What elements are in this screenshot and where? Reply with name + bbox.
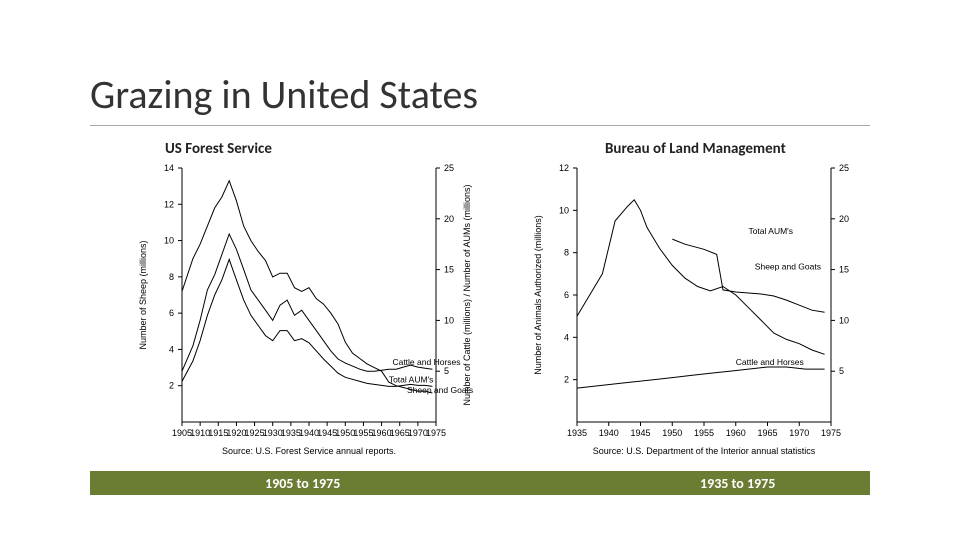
svg-text:1960: 1960 [726,428,746,438]
svg-text:1950: 1950 [335,428,355,438]
svg-text:1920: 1920 [226,428,246,438]
svg-text:Number of Sheep (millions): Number of Sheep (millions) [138,240,148,349]
svg-text:5: 5 [839,366,844,376]
svg-text:1965: 1965 [757,428,777,438]
svg-text:1935: 1935 [281,428,301,438]
svg-text:20: 20 [839,214,849,224]
series-cattle-and-horses [182,234,432,371]
svg-text:25: 25 [444,163,454,173]
svg-text:Source: U.S. Department of the: Source: U.S. Department of the Interior … [593,446,816,456]
svg-text:10: 10 [839,315,849,325]
svg-text:2: 2 [564,375,569,385]
svg-text:1945: 1945 [630,428,650,438]
svg-text:6: 6 [564,290,569,300]
svg-text:15: 15 [444,265,454,275]
svg-text:12: 12 [559,163,569,173]
svg-text:10: 10 [164,236,174,246]
svg-text:Cattle and Horses: Cattle and Horses [736,357,804,367]
svg-text:1975: 1975 [821,428,841,438]
svg-text:14: 14 [164,163,174,173]
title-underline [90,125,870,126]
svg-text:4: 4 [169,344,174,354]
right-footer-label: 1935 to 1975 [700,475,775,492]
chart-svg: 1905191019151920192519301935194019451950… [130,158,480,458]
svg-text:1970: 1970 [789,428,809,438]
series-cattle-and-horses [577,367,825,388]
slide-title: Grazing in United States [90,70,478,119]
series-sheep-and-goats [577,200,825,354]
svg-text:5: 5 [444,366,449,376]
svg-text:2: 2 [169,381,174,391]
chart-svg: 1935 1940 1945 1950 1955 1960 1965 1970 1975 2 4 6 8… [525,158,875,458]
svg-text:12: 12 [164,199,174,209]
svg-text:1950: 1950 [662,428,682,438]
svg-text:1940: 1940 [299,428,319,438]
svg-text:Sheep and Goats: Sheep and Goats [407,385,473,395]
left-chart-title: US Forest Service [165,140,272,158]
svg-text:Sheep and Goats: Sheep and Goats [755,262,821,272]
svg-text:Number of Cattle (millions) /: Number of Cattle (millions) / Number of … [462,184,472,405]
svg-text:20: 20 [444,214,454,224]
svg-text:10: 10 [559,205,569,215]
svg-text:Cattle and Horses: Cattle and Horses [392,357,460,367]
svg-text:1915: 1915 [208,428,228,438]
svg-text:1925: 1925 [245,428,265,438]
svg-text:Source: U.S. Forest Service an: Source: U.S. Forest Service annual repor… [222,446,396,456]
svg-text:1955: 1955 [694,428,714,438]
svg-text:1960: 1960 [372,428,392,438]
svg-text:1965: 1965 [390,428,410,438]
svg-text:1930: 1930 [263,428,283,438]
svg-text:8: 8 [564,248,569,258]
svg-text:1905: 1905 [172,428,192,438]
series-total-aum-s [182,259,432,386]
svg-text:1970: 1970 [408,428,428,438]
svg-text:Number of Animals Authorized (: Number of Animals Authorized (millions) [533,215,543,375]
svg-text:Total AUM's: Total AUM's [389,374,434,384]
svg-text:6: 6 [169,308,174,318]
svg-text:1945: 1945 [317,428,337,438]
svg-text:1955: 1955 [353,428,373,438]
series-total-aum-s [672,239,824,312]
right-chart-title: Bureau of Land Management [605,140,786,158]
blm-chart: 1935 1940 1945 1950 1955 1960 1965 1970 1975 2 4 6 8… [525,158,875,463]
svg-text:1910: 1910 [190,428,210,438]
svg-text:1975: 1975 [426,428,446,438]
svg-text:8: 8 [169,272,174,282]
svg-text:1935: 1935 [567,428,587,438]
svg-text:25: 25 [839,163,849,173]
svg-text:1940: 1940 [599,428,619,438]
svg-text:10: 10 [444,315,454,325]
svg-text:Total AUM's: Total AUM's [748,226,793,236]
left-footer-label: 1905 to 1975 [265,475,340,492]
usfs-chart: 1905191019151920192519301935194019451950… [130,158,480,463]
svg-text:15: 15 [839,265,849,275]
svg-text:4: 4 [564,332,569,342]
